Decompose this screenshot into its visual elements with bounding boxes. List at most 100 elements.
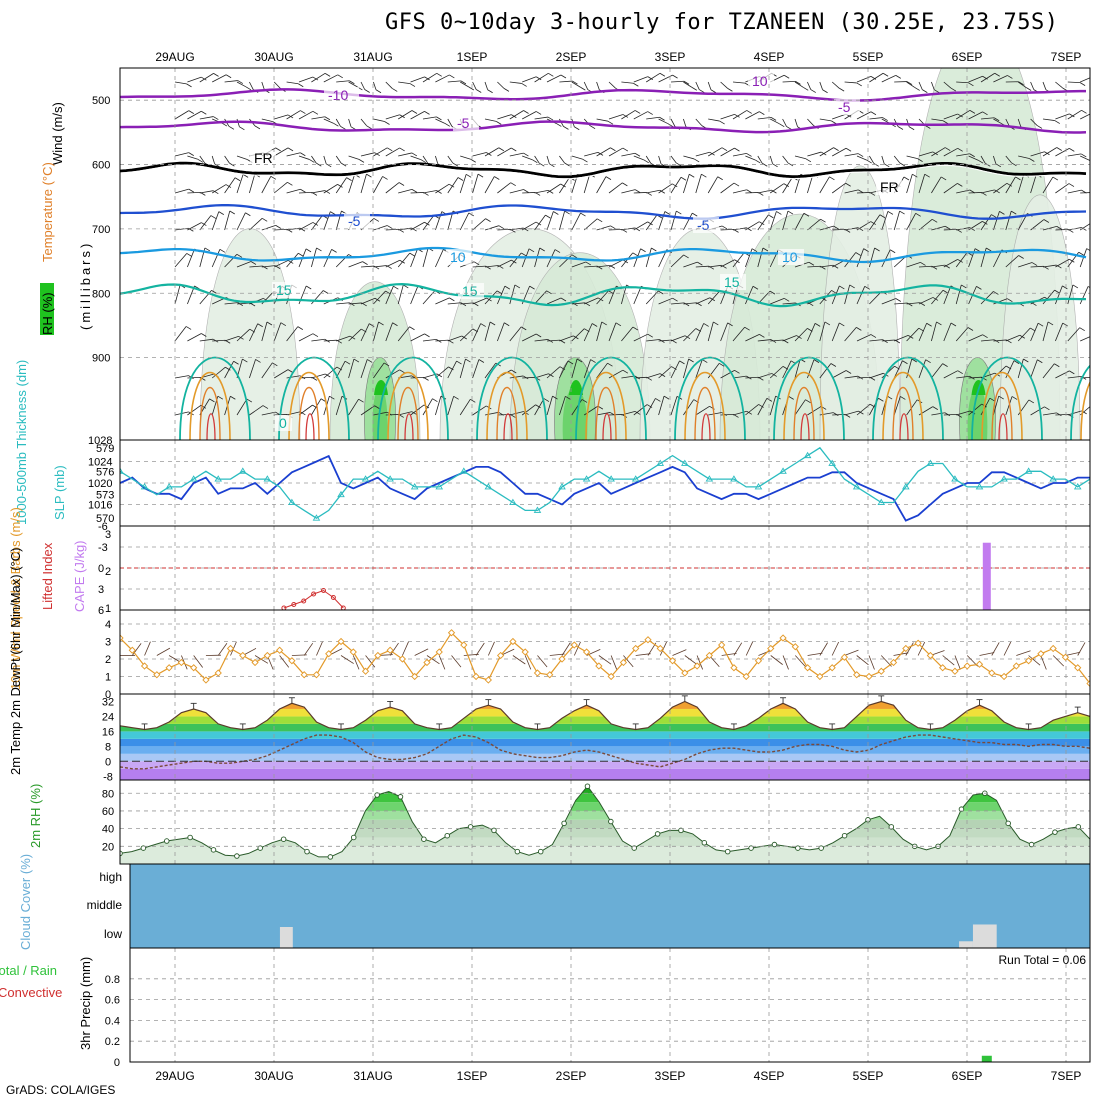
contour-label: -5 [697, 217, 710, 233]
wind-barb [373, 118, 385, 122]
wind-barb [497, 228, 511, 231]
wind-barb-flag [786, 126, 792, 130]
wind-barb [199, 215, 212, 231]
wind-barb [955, 252, 968, 268]
li-marker [301, 598, 307, 604]
wind-barb [224, 361, 234, 379]
wind-barb [360, 81, 366, 90]
wind-barb [1042, 118, 1055, 121]
wind-barb [249, 217, 263, 231]
wind-barb-flag [384, 121, 390, 125]
wind-barb [459, 212, 470, 231]
wind-barb-flag [560, 74, 567, 79]
wind-barb-flag [839, 285, 845, 290]
wind-barb-flag [532, 159, 538, 164]
wind-barb [435, 183, 450, 194]
wind-barb-flag [986, 247, 992, 252]
wind-barb-flag [432, 398, 438, 403]
wind-barb [993, 118, 1003, 125]
wind-barb [484, 118, 497, 122]
wind-barb-flag [523, 227, 529, 232]
wind-barb [683, 302, 697, 305]
wind-barb [745, 286, 754, 305]
wind-barb-flag [683, 80, 690, 85]
wind10-marker [779, 634, 787, 642]
wind-barb-flag [521, 252, 527, 257]
wind-barb-flag [873, 162, 879, 167]
wind-barb-flag [849, 284, 855, 289]
wind-barb [1080, 113, 1090, 120]
wind-barb-flag [829, 176, 835, 181]
wind-barb [559, 254, 573, 268]
wind-barb [236, 302, 251, 305]
wind-barb-flag [942, 363, 948, 367]
wind-barb [522, 76, 537, 83]
orange-contour [199, 387, 221, 440]
wind-barb [993, 155, 997, 164]
wind-barb-flag [831, 120, 837, 125]
wind-barb [770, 339, 784, 342]
wind-barb [695, 323, 705, 342]
wind10-marker [889, 658, 898, 667]
wind-barb-flag [287, 147, 294, 152]
wind-barb-flag [755, 159, 761, 164]
wind-barb-flag [925, 359, 931, 364]
wind10-marker [447, 629, 456, 637]
wind-barb [732, 189, 747, 194]
wind-barb-flag [610, 147, 616, 152]
thickness-marker [951, 475, 959, 482]
wind-barb [1005, 155, 1012, 164]
wind-barb-flag [366, 125, 372, 130]
wind-barb-flag [275, 225, 281, 229]
wind-barb [707, 176, 719, 194]
wind-barb [658, 183, 673, 194]
rh-marker [491, 827, 497, 834]
wind-barb [373, 176, 383, 194]
wind-barb-flag [298, 252, 304, 257]
temp-band [120, 753, 1090, 762]
wind-barb [373, 321, 379, 342]
precip-grid [130, 948, 1090, 1062]
wind-barb [670, 335, 686, 342]
thickness-marker [803, 451, 812, 459]
wind-barb [819, 225, 834, 231]
wind-barb [831, 81, 840, 89]
wind-barb-flag [287, 181, 293, 186]
wind-barb-flag [908, 126, 915, 131]
wind-barb [410, 155, 421, 160]
rh-marker [888, 824, 895, 830]
wind-barb [472, 323, 482, 342]
wind10-marker [484, 676, 492, 684]
wind-barb-flag [547, 116, 554, 121]
wind-barb [497, 182, 511, 194]
wind-barb [968, 403, 982, 416]
wind-barb [931, 147, 946, 157]
wind-barb-flag [845, 370, 852, 374]
wind-barb-flag [746, 410, 753, 415]
wind-barb-flag [325, 163, 332, 168]
wind-barb-flag [721, 225, 728, 230]
wind-barb-flag [1023, 358, 1029, 363]
slp-grid [120, 440, 1090, 526]
wind-barb-flag [1056, 226, 1063, 230]
wind-barb [534, 373, 549, 379]
wind10-marker [1024, 657, 1033, 665]
wind-barb-flag [703, 323, 709, 327]
wind-barb-flag [448, 183, 455, 188]
wind-barb [435, 339, 449, 342]
wind-barb [893, 210, 900, 231]
wind-barb-flag [622, 147, 629, 152]
thickness-tick: 579 [96, 443, 114, 455]
wind-barb [422, 155, 429, 164]
wind-barb-flag [358, 159, 365, 163]
wind-barb [484, 411, 499, 416]
wind-barb-flag [1011, 162, 1017, 167]
wind-barb-flag [957, 259, 963, 263]
wind-barb [211, 184, 227, 194]
wind-barb [360, 359, 368, 379]
wind-barb-flag [424, 333, 430, 338]
wind-barb [298, 76, 314, 83]
pressure-tick: 500 [92, 95, 110, 107]
li-tick: -3 [98, 542, 108, 554]
thickness-marker [1024, 467, 1033, 474]
